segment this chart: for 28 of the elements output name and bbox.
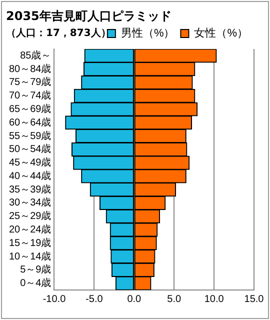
y-tick-label: 60～64歳 bbox=[8, 116, 52, 128]
x-tick-label: 0.0 bbox=[127, 294, 142, 305]
x-tick-label: 10.0 bbox=[204, 294, 224, 305]
y-tick-label: 15～19歳 bbox=[8, 236, 52, 249]
legend-label: 男性（%） bbox=[120, 28, 175, 40]
y-tick-label: 70～74歳 bbox=[8, 90, 52, 102]
y-tick-label: 80～84歳 bbox=[8, 62, 52, 75]
y-tick-label: 5～9歳 bbox=[20, 264, 52, 276]
y-tick-label: 30～34歳 bbox=[8, 196, 52, 209]
y-tick-label: 45～49歳 bbox=[8, 156, 52, 169]
chart-title: 2035年吉見町人口ピラミッド bbox=[6, 8, 172, 25]
y-tick-label: 10～14歳 bbox=[8, 250, 52, 262]
y-tick-label: 40～44歳 bbox=[8, 170, 52, 182]
legend-label: 女性（%） bbox=[194, 28, 248, 40]
y-tick-label: 20～24歳 bbox=[8, 224, 52, 236]
chart-subtitle: （人口：17，873人） bbox=[6, 26, 111, 40]
y-tick-label: 85歳～ bbox=[20, 49, 52, 62]
y-tick-label: 35～39歳 bbox=[8, 183, 52, 196]
y-tick-label: 75～79歳 bbox=[8, 76, 52, 88]
x-tick-label: -5.0 bbox=[86, 294, 104, 305]
x-tick-label: 15.0 bbox=[244, 294, 264, 305]
x-tick-label: -10.0 bbox=[42, 294, 66, 305]
y-tick-label: 65～69歳 bbox=[8, 103, 52, 115]
x-tick-label: 5.0 bbox=[167, 294, 182, 305]
y-tick-label: 50～54歳 bbox=[8, 143, 52, 156]
y-tick-label: 55～59歳 bbox=[8, 130, 52, 142]
y-tick-label: 25～29歳 bbox=[8, 210, 52, 222]
y-tick-label: 0～4歳 bbox=[20, 277, 52, 290]
